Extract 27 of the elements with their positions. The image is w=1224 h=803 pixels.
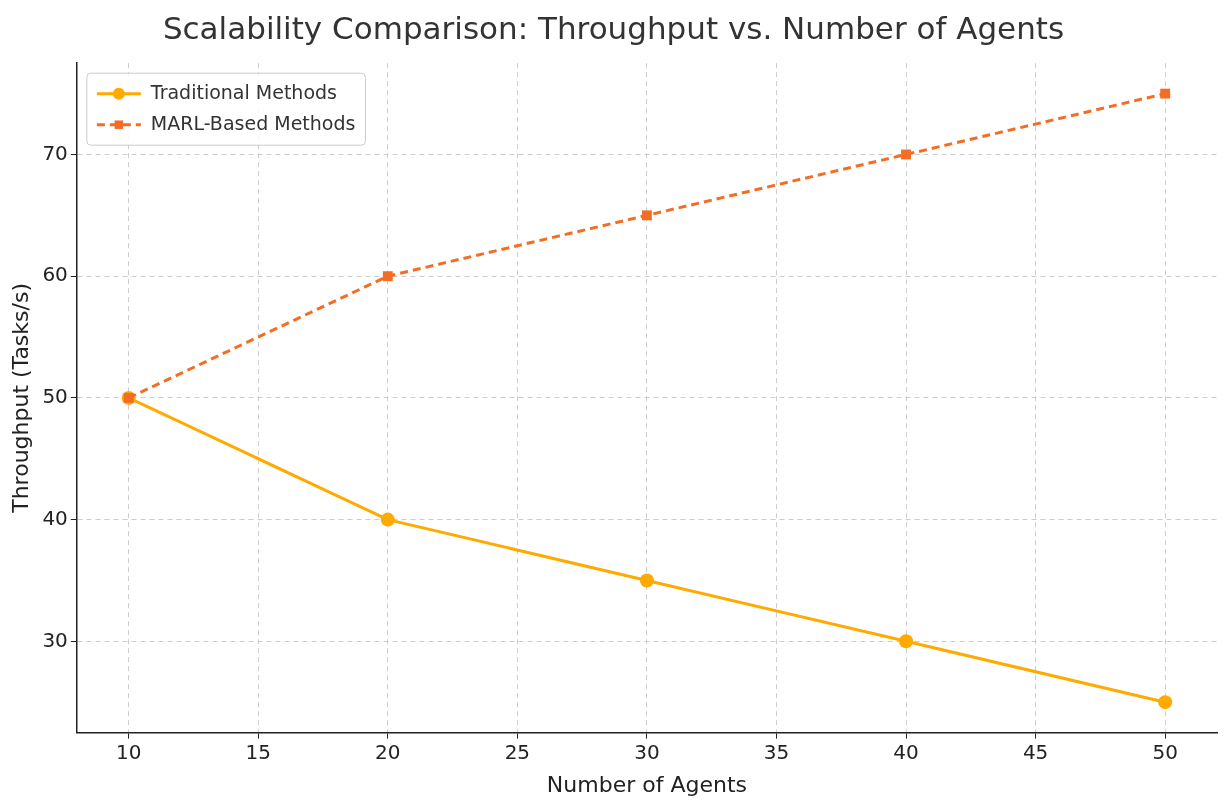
x-tick-label: 40: [893, 739, 919, 764]
y-axis-title: Throughput (Tasks/s): [7, 283, 33, 514]
legend-label: Traditional Methods: [149, 80, 337, 103]
y-tick-label: 50: [42, 384, 68, 409]
x-axis-title: Number of Agents: [546, 771, 747, 797]
point: [1158, 695, 1173, 710]
point: [899, 634, 914, 649]
chart-title: Scalability Comparison: Throughput vs. Number of Agents: [162, 9, 1065, 46]
y-tick-label: 60: [42, 262, 68, 287]
x-tick-label: 25: [504, 739, 531, 764]
x-tick-label: 15: [245, 739, 271, 764]
point: [639, 573, 654, 588]
x-tick-label: 30: [634, 739, 660, 764]
x-tick-label: 45: [1022, 739, 1049, 764]
x-tick-label: 50: [1152, 739, 1178, 764]
legend-label: MARL-Based Methods: [150, 111, 356, 134]
x-tick-label: 35: [763, 739, 790, 764]
y-tick-label: 30: [42, 627, 68, 652]
point: [1160, 88, 1171, 99]
y-tick-label: 40: [42, 505, 68, 530]
y-tick-label: 70: [42, 140, 68, 165]
point: [901, 149, 911, 160]
x-tick-label: 10: [115, 739, 142, 764]
point: [380, 512, 395, 527]
x-tick-label: 20: [375, 739, 401, 764]
point: [382, 271, 393, 282]
point: [641, 210, 652, 221]
